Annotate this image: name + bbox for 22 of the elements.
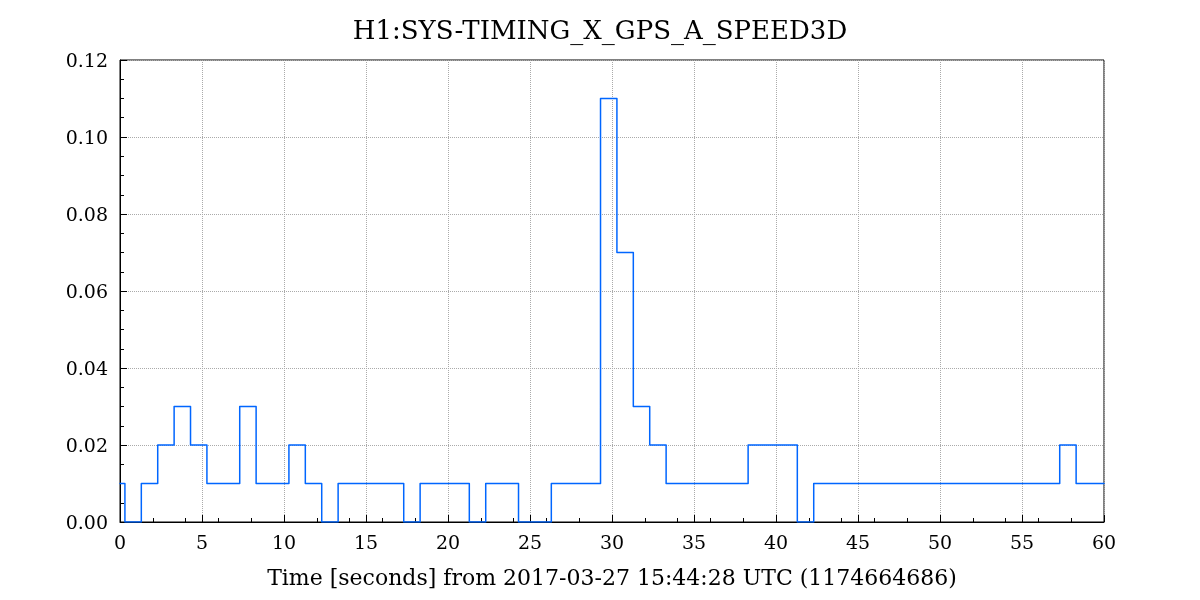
x-tick-label: 20 <box>435 530 461 553</box>
x-axis-title: Time [seconds] from 2017-03-27 15:44:28 UTC (1174664686) <box>267 564 957 590</box>
x-tick-label: 45 <box>845 530 871 553</box>
y-tick-label: 0.00 <box>65 511 108 533</box>
y-tick-label: 0.06 <box>65 280 108 302</box>
y-tick-label: 0.12 <box>65 49 108 71</box>
x-tick-label: 5 <box>195 530 209 553</box>
x-tick-label: 0 <box>113 530 127 553</box>
x-tick-label: 60 <box>1091 530 1117 553</box>
x-tick-label: 25 <box>517 530 543 553</box>
y-tick-label: 0.10 <box>65 126 108 148</box>
y-tick-label: 0.08 <box>65 203 108 225</box>
x-tick-label: 30 <box>599 530 625 553</box>
x-tick-label: 40 <box>763 530 789 553</box>
chart-title: H1:SYS-TIMING_X_GPS_A_SPEED3D <box>352 15 848 46</box>
y-tick-label: 0.02 <box>65 434 108 456</box>
x-tick-label: 50 <box>927 530 953 553</box>
x-tick-label: 10 <box>271 530 297 553</box>
y-tick-label: 0.04 <box>65 357 108 379</box>
x-tick-label: 35 <box>681 530 707 553</box>
x-tick-label: 55 <box>1009 530 1035 553</box>
x-tick-label: 15 <box>353 530 379 553</box>
